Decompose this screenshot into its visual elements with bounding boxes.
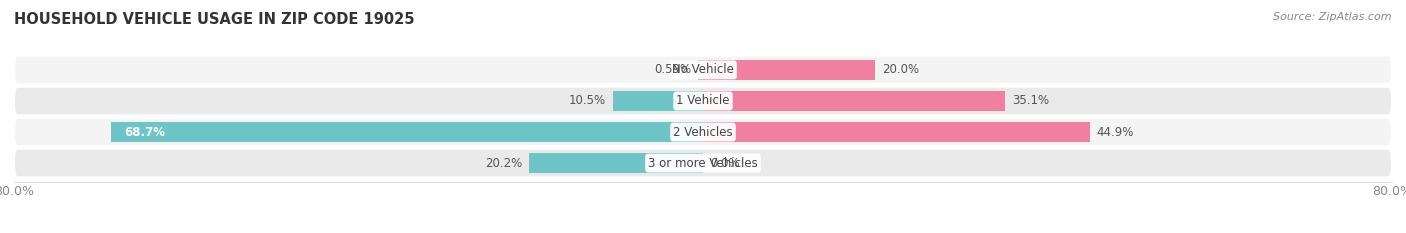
Bar (529, 154, 703, 173)
Text: 35.1%: 35.1% (1012, 94, 1049, 107)
FancyBboxPatch shape (14, 149, 1392, 177)
FancyBboxPatch shape (14, 118, 1392, 146)
Text: 20.2%: 20.2% (485, 157, 522, 170)
Text: 44.9%: 44.9% (1097, 126, 1133, 139)
Text: 0.59%: 0.59% (654, 63, 690, 76)
Text: 3 or more Vehicles: 3 or more Vehicles (648, 157, 758, 170)
Text: 20.0%: 20.0% (882, 63, 920, 76)
Text: 0.0%: 0.0% (710, 157, 740, 170)
Text: 68.7%: 68.7% (124, 126, 166, 139)
Bar (111, 122, 703, 142)
Text: 2 Vehicles: 2 Vehicles (673, 126, 733, 139)
FancyBboxPatch shape (14, 87, 1392, 115)
Text: 10.5%: 10.5% (568, 94, 606, 107)
Bar (697, 60, 703, 79)
Bar (613, 91, 703, 111)
FancyBboxPatch shape (14, 56, 1392, 84)
Bar (703, 60, 875, 79)
Text: HOUSEHOLD VEHICLE USAGE IN ZIP CODE 19025: HOUSEHOLD VEHICLE USAGE IN ZIP CODE 1902… (14, 12, 415, 27)
Text: No Vehicle: No Vehicle (672, 63, 734, 76)
Text: 1 Vehicle: 1 Vehicle (676, 94, 730, 107)
Bar (703, 122, 1090, 142)
Text: Source: ZipAtlas.com: Source: ZipAtlas.com (1274, 12, 1392, 22)
Bar (703, 91, 1005, 111)
